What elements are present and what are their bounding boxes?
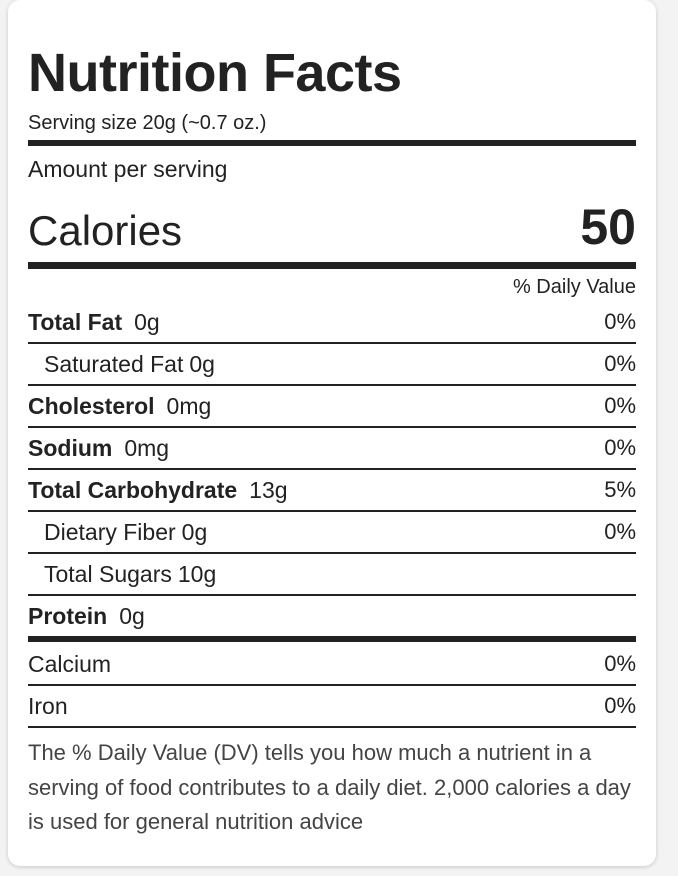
thin-rule [28,552,636,554]
thick-rule [28,262,636,269]
nutrient-amount: 0mg [124,435,170,461]
thin-rule [28,510,636,512]
dv-heading: % Daily Value [512,276,636,298]
mineral-name: Calcium [28,651,112,677]
nutrient-name: Protein [28,603,108,629]
nutrient-dv: 0% [604,435,636,460]
nutrient-amount: 10g [177,561,217,587]
nutrient-amount: 0g [181,519,208,545]
thin-rule [28,426,636,428]
nutrient-name: Dietary Fiber [44,519,176,545]
nutrient-dv: 0% [604,519,636,544]
thin-rule [28,384,636,386]
nutrient-name: Sodium [28,435,113,461]
nutrient-amount: 0mg [166,393,212,419]
mineral-name: Iron [28,693,68,719]
nutrient-name: Total Fat [28,309,123,335]
nutrient-amount: 0g [189,351,215,377]
nutrient-name: Total Sugars [44,561,172,587]
title: Nutrition Facts [28,43,402,103]
calories-label: Calories [28,207,183,254]
thin-rule [28,684,636,686]
nutrient-dv: 0% [604,309,636,334]
nutrient-amount: 0g [119,603,145,629]
nutrient-dv: 0% [604,393,636,418]
thin-rule [28,342,636,344]
footnote: The % Daily Value (DV) tells you how muc… [28,740,631,834]
calories-value: 50 [580,199,636,255]
nutrient-amount: 13g [249,477,288,503]
nutrient-name: Saturated Fat [44,351,184,377]
mineral-dv: 0% [604,693,636,718]
thin-rule [28,726,636,728]
nutrient-name: Cholesterol [28,393,155,419]
thin-rule [28,594,636,596]
mineral-dv: 0% [604,651,636,676]
amount-heading: Amount per serving [28,156,228,182]
nutrient-dv: 5% [604,477,636,502]
thin-rule [28,468,636,470]
nutrient-amount: 0g [134,309,160,335]
thick-rule [28,636,636,642]
thick-rule [28,140,636,146]
serving-size: Serving size 20g (~0.7 oz.) [28,112,267,134]
nutrient-dv: 0% [604,351,636,376]
nutrient-name: Total Carbohydrate [28,477,238,503]
